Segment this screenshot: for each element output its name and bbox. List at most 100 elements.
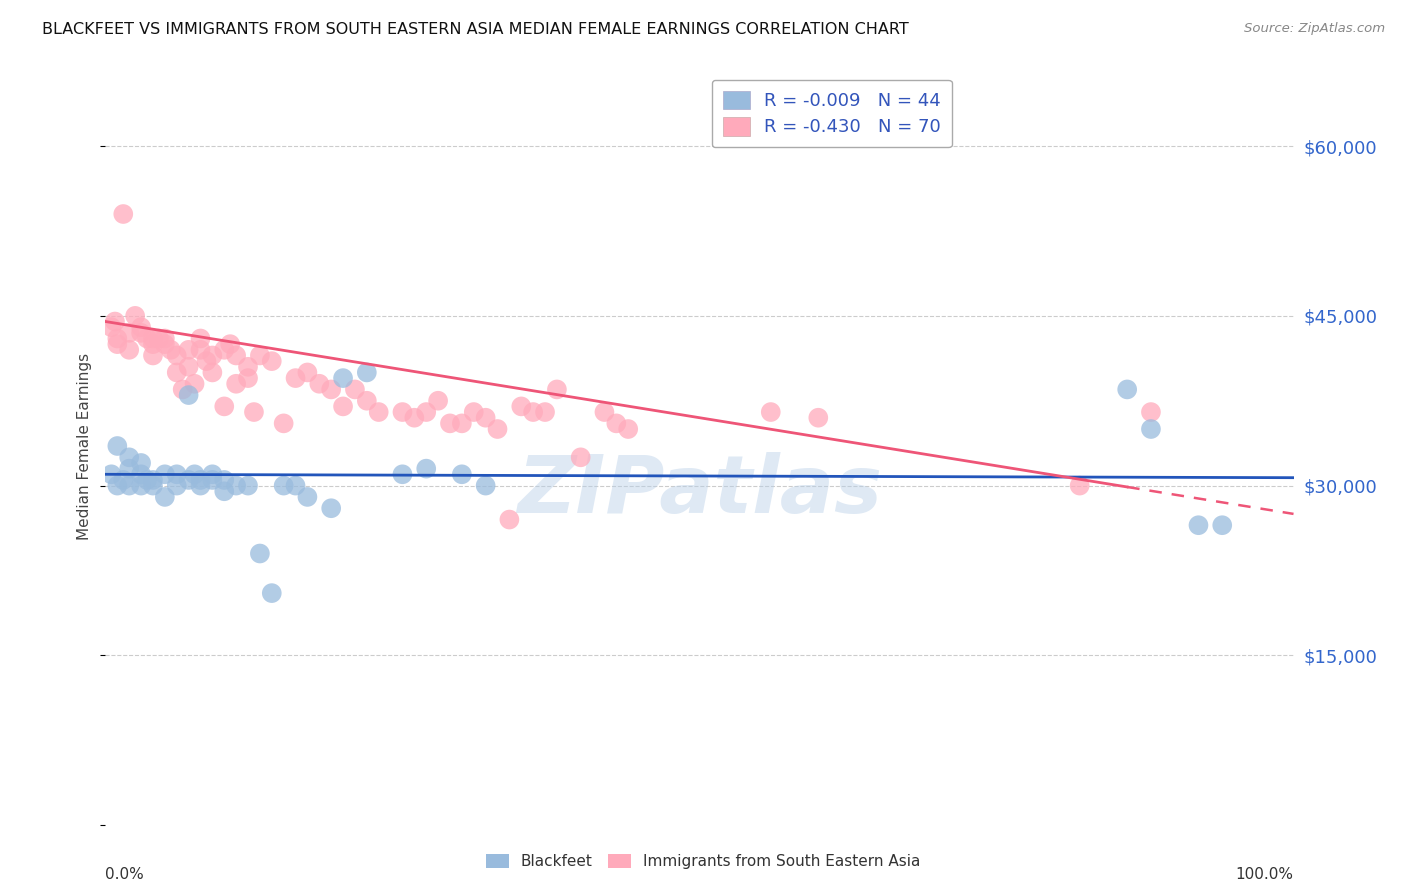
Point (183, 467, 205, 482)
Point (273, 417, 295, 431)
Point (129, 326, 152, 340)
Point (474, 410, 496, 425)
Point (129, 467, 152, 482)
Point (129, 478, 152, 492)
Point (104, 314, 127, 328)
Point (177, 473, 200, 487)
Point (807, 410, 830, 425)
Point (153, 490, 176, 504)
Point (190, 478, 212, 492)
Point (1116, 383, 1139, 397)
Point (249, 349, 271, 363)
Point (201, 467, 224, 482)
Point (214, 484, 236, 499)
Point (225, 478, 247, 492)
Point (522, 405, 544, 419)
Text: ZIPatlas: ZIPatlas (517, 452, 882, 531)
Point (332, 371, 354, 385)
Point (343, 383, 366, 397)
Point (474, 478, 496, 492)
Point (129, 456, 152, 470)
Point (415, 461, 437, 475)
Point (308, 376, 330, 391)
Point (498, 512, 520, 526)
Point (225, 376, 247, 391)
Point (142, 478, 165, 492)
Text: BLACKFEET VS IMMIGRANTS FROM SOUTH EASTERN ASIA MEDIAN FEMALE EARNINGS CORRELATI: BLACKFEET VS IMMIGRANTS FROM SOUTH EASTE… (42, 22, 908, 37)
Point (284, 478, 307, 492)
Point (118, 326, 141, 340)
Point (404, 410, 426, 425)
Point (214, 473, 236, 487)
Point (201, 349, 224, 363)
Point (593, 405, 616, 419)
Point (367, 405, 389, 419)
Point (105, 331, 128, 345)
Point (177, 388, 200, 402)
Point (260, 586, 283, 600)
Legend: R = -0.009   N = 44, R = -0.430   N = 70: R = -0.009 N = 44, R = -0.430 N = 70 (711, 79, 952, 147)
Point (546, 383, 568, 397)
Y-axis label: Median Female Earnings: Median Female Earnings (77, 352, 93, 540)
Point (463, 405, 485, 419)
Point (356, 366, 378, 380)
Point (510, 400, 533, 414)
Point (356, 393, 378, 408)
Point (166, 349, 188, 363)
Point (100, 467, 122, 482)
Point (214, 400, 236, 414)
Point (118, 343, 141, 357)
Point (321, 501, 343, 516)
Point (159, 343, 181, 357)
Point (236, 478, 259, 492)
Point (166, 366, 188, 380)
Point (225, 349, 247, 363)
Point (136, 473, 159, 487)
Point (142, 349, 165, 363)
Text: 100.0%: 100.0% (1236, 867, 1294, 882)
Point (569, 450, 592, 465)
Point (105, 337, 128, 351)
Point (148, 331, 170, 345)
Point (243, 405, 266, 419)
Point (201, 366, 224, 380)
Point (1187, 518, 1209, 533)
Point (486, 422, 509, 436)
Point (1140, 422, 1163, 436)
Point (321, 383, 343, 397)
Point (153, 467, 176, 482)
Point (190, 331, 212, 345)
Point (195, 354, 218, 368)
Point (190, 343, 212, 357)
Point (249, 547, 271, 561)
Point (172, 383, 194, 397)
Point (142, 473, 165, 487)
Point (617, 422, 640, 436)
Point (177, 343, 200, 357)
Point (260, 354, 283, 368)
Point (153, 337, 176, 351)
Point (177, 359, 200, 374)
Point (415, 405, 437, 419)
Text: Source: ZipAtlas.com: Source: ZipAtlas.com (1244, 22, 1385, 36)
Point (112, 207, 135, 221)
Point (391, 467, 413, 482)
Point (450, 417, 472, 431)
Point (214, 343, 236, 357)
Text: 0.0%: 0.0% (105, 867, 145, 882)
Point (534, 405, 557, 419)
Point (427, 393, 450, 408)
Point (284, 371, 307, 385)
Point (124, 309, 146, 323)
Point (118, 461, 141, 475)
Point (1211, 518, 1233, 533)
Point (190, 473, 212, 487)
Point (153, 331, 176, 345)
Legend: Blackfeet, Immigrants from South Eastern Asia: Blackfeet, Immigrants from South Eastern… (479, 848, 927, 875)
Point (759, 405, 782, 419)
Point (273, 478, 295, 492)
Point (1069, 478, 1091, 492)
Point (219, 337, 242, 351)
Point (136, 331, 159, 345)
Point (439, 417, 461, 431)
